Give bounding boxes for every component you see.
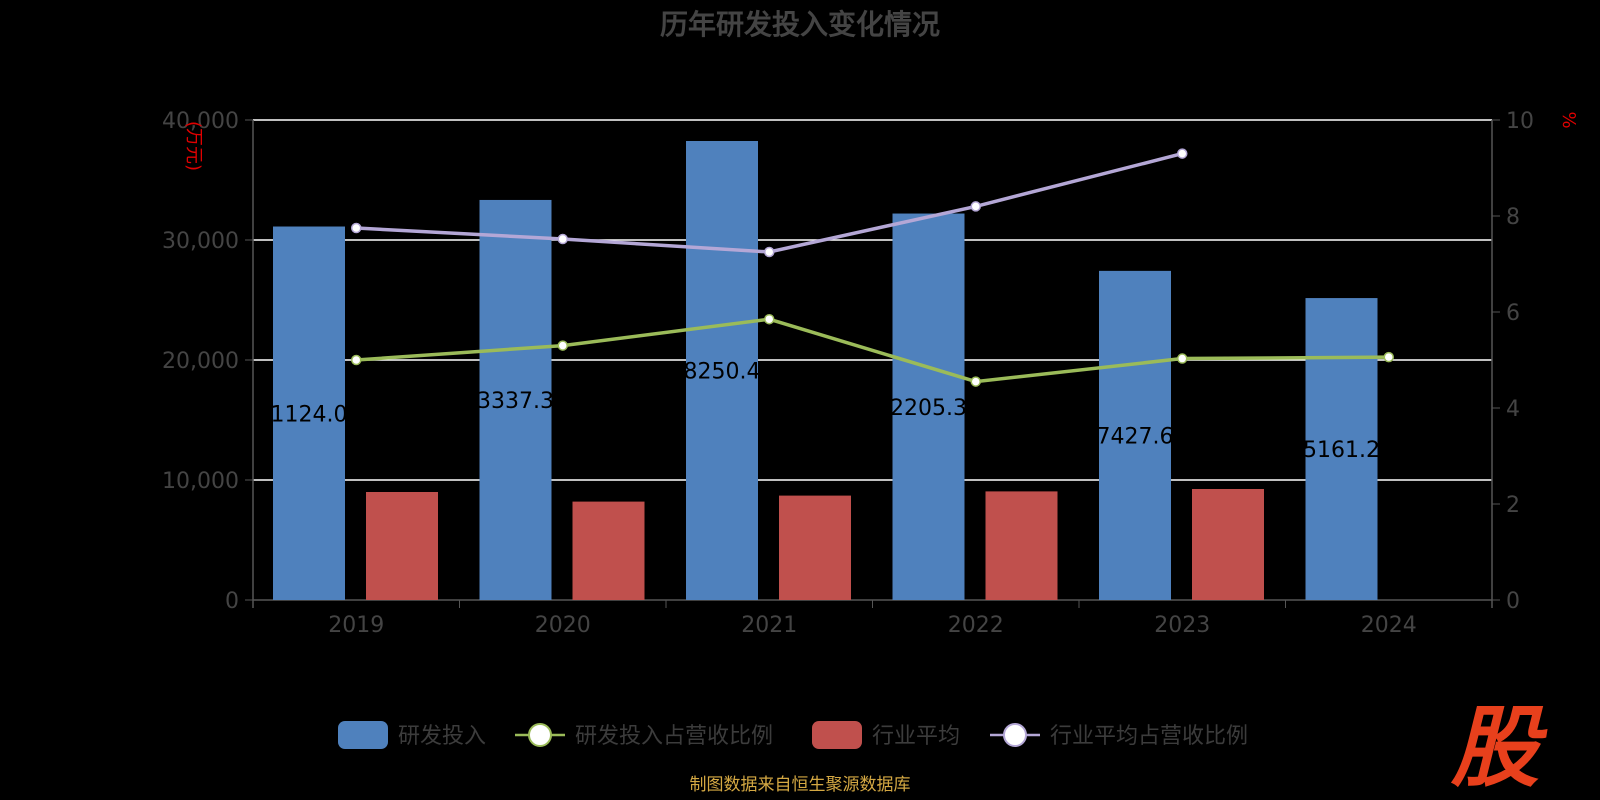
right-tick-label: 10 [1506, 109, 1534, 134]
point-industry-ratio [1177, 148, 1188, 159]
right-tick-label: 6 [1506, 301, 1520, 326]
legend-swatch-point [528, 723, 552, 747]
bar-industry-average [779, 495, 851, 600]
legend[interactable]: 研发投入 研发投入占营收比例 行业平均 行业平均占营收比例 [338, 721, 1248, 749]
left-axis-unit: (万元) [183, 121, 204, 171]
x-tick-label: 2022 [948, 613, 1004, 638]
bar-industry-average [572, 501, 645, 600]
right-tick-label: 4 [1506, 397, 1520, 422]
point-rd-ratio [1383, 351, 1394, 363]
bar-value-label: 25161.21 [1289, 438, 1394, 463]
legend-swatch-point [1003, 723, 1027, 747]
point-industry-ratio [764, 246, 775, 258]
legend-item[interactable]: 行业平均占营收比例 [990, 723, 1248, 749]
bar-value-label: 27427.68 [1083, 424, 1188, 449]
bar-rd-investment [1099, 270, 1171, 600]
right-tick-label: 2 [1506, 493, 1520, 518]
bar-industry-average [1192, 489, 1264, 600]
x-tick-label: 2024 [1361, 613, 1417, 638]
bar-value-label: 31124.07 [257, 402, 362, 427]
bar-rd-investment [892, 213, 965, 600]
left-tick-label: 10,000 [162, 469, 239, 494]
axes: 0 10,000 20,000 30,000 40,000 0 2 4 6 8 10 (万元)% 201… [162, 109, 1579, 638]
x-tick-label: 2021 [741, 613, 797, 638]
point-rd-ratio [764, 313, 775, 325]
legend-label: 研发投入 [398, 724, 486, 749]
bar-rd-investment [479, 199, 552, 601]
right-tick-label: 0 [1506, 589, 1520, 614]
x-tick-label: 2023 [1154, 613, 1210, 638]
bar-industry-average [985, 491, 1058, 600]
source-note: 制图数据来自恒生聚源数据库 [690, 775, 911, 795]
point-rd-ratio [1177, 353, 1188, 364]
legend-swatch-bar [812, 721, 862, 749]
grid [253, 119, 1492, 481]
bar-rd-investment [686, 140, 758, 600]
left-tick-label: 0 [225, 589, 239, 614]
x-tick-label: 2020 [535, 613, 591, 638]
bars [273, 140, 1378, 601]
lines [351, 148, 1394, 387]
point-industry-ratio [351, 222, 362, 234]
chart-title: 历年研发投入变化情况 [660, 8, 940, 41]
legend-item[interactable]: 行业平均 [812, 721, 960, 749]
line-rd-ratio [356, 317, 1389, 384]
left-tick-label: 40,000 [162, 109, 239, 134]
left-tick-label: 20,000 [162, 349, 239, 374]
x-tick-label: 2019 [328, 613, 384, 638]
bar-value-label: 32205.36 [876, 396, 981, 421]
right-axis-unit: % [1558, 111, 1579, 128]
legend-item[interactable]: 研发投入 [338, 721, 486, 749]
bar-value-label: 33337.34 [463, 389, 568, 414]
point-rd-ratio [557, 340, 568, 351]
legend-item[interactable]: 研发投入占营收比例 [515, 723, 773, 749]
point-rd-ratio [351, 354, 362, 366]
point-industry-ratio [970, 201, 981, 212]
legend-label: 研发投入占营收比例 [575, 724, 773, 749]
right-tick-label: 8 [1506, 205, 1520, 230]
legend-label: 行业平均 [872, 724, 960, 749]
bar-value-label: 38250.41 [670, 359, 775, 384]
bar-rd-investment [1305, 298, 1378, 600]
point-rd-ratio [970, 376, 981, 387]
logo-mark: 股 [1450, 696, 1548, 799]
left-tick-label: 30,000 [162, 229, 239, 254]
bar-labels: 31124.07 33337.34 38250.41 32205.36 27427.68… [257, 359, 1394, 463]
point-industry-ratio [557, 233, 568, 245]
bar-rd-investment [273, 226, 345, 600]
bar-industry-average [366, 492, 438, 600]
legend-label: 行业平均占营收比例 [1050, 724, 1248, 749]
legend-swatch-bar [338, 721, 388, 749]
